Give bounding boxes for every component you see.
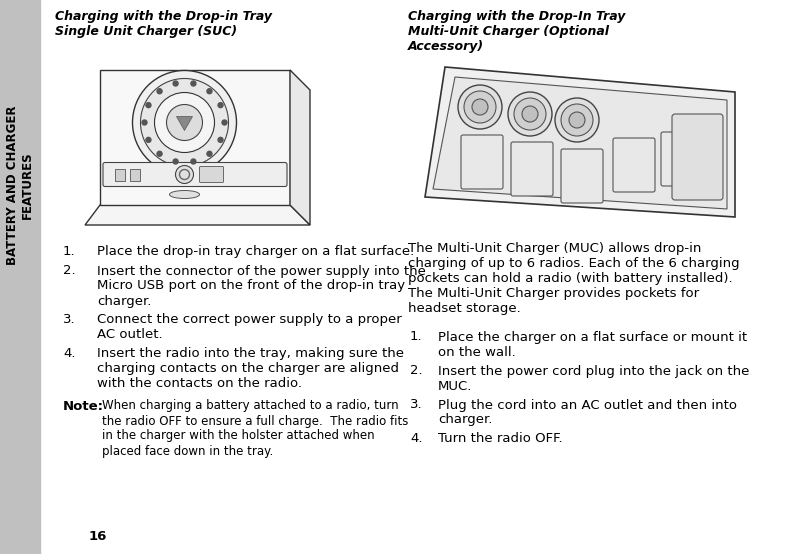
Bar [80, 45, 305, 230]
Polygon shape [100, 70, 290, 205]
Polygon shape [425, 67, 735, 217]
Text: Connect the correct power supply to a proper
AC outlet.: Connect the correct power supply to a pr… [97, 313, 402, 341]
Bar [0, 0, 40, 554]
Polygon shape [85, 205, 310, 225]
FancyBboxPatch shape [561, 149, 603, 203]
Text: 4.: 4. [410, 433, 422, 445]
Polygon shape [176, 116, 192, 131]
Circle shape [154, 93, 214, 152]
FancyBboxPatch shape [461, 135, 503, 189]
Text: 16: 16 [89, 530, 108, 543]
Circle shape [157, 89, 162, 94]
Circle shape [555, 98, 599, 142]
FancyBboxPatch shape [672, 114, 723, 200]
Text: Charging with the Drop-In Tray
Multi-Unit Charger (Optional
Accessory): Charging with the Drop-In Tray Multi-Uni… [408, 10, 626, 53]
Text: Place the drop-in tray charger on a flat surface.: Place the drop-in tray charger on a flat… [97, 245, 414, 258]
FancyBboxPatch shape [661, 132, 703, 186]
Circle shape [218, 102, 223, 107]
Circle shape [508, 92, 552, 136]
Text: 2.: 2. [410, 365, 422, 377]
Text: 1.: 1. [63, 245, 76, 258]
Text: The Multi-Unit Charger (MUC) allows drop-in
charging of up to 6 radios. Each of : The Multi-Unit Charger (MUC) allows drop… [408, 242, 740, 315]
Text: 3.: 3. [410, 398, 422, 412]
Text: 4.: 4. [63, 347, 75, 360]
Text: Insert the connector of the power supply into the
Micro USB port on the front of: Insert the connector of the power supply… [97, 264, 426, 307]
Circle shape [222, 120, 227, 125]
Bar [130, 168, 140, 181]
Text: Insert the radio into the tray, making sure the
charging contacts on the charger: Insert the radio into the tray, making s… [97, 347, 404, 390]
Text: Insert the power cord plug into the jack on the
MUC.: Insert the power cord plug into the jack… [438, 365, 749, 392]
Circle shape [458, 85, 502, 129]
Circle shape [561, 104, 593, 136]
Bar [415, 62, 745, 227]
Circle shape [514, 98, 546, 130]
Text: Plug the cord into an AC outlet and then into
charger.: Plug the cord into an AC outlet and then… [438, 398, 737, 427]
Circle shape [176, 166, 194, 183]
Circle shape [146, 102, 151, 107]
Circle shape [191, 159, 196, 164]
Text: Charging with the Drop-in Tray
Single Unit Charger (SUC): Charging with the Drop-in Tray Single Un… [55, 10, 272, 38]
Circle shape [191, 81, 196, 86]
Polygon shape [433, 77, 727, 209]
FancyBboxPatch shape [103, 162, 287, 187]
Circle shape [522, 106, 538, 122]
Circle shape [173, 159, 178, 164]
Polygon shape [290, 70, 310, 225]
Text: Note:: Note: [63, 399, 104, 413]
Text: 3.: 3. [63, 313, 76, 326]
Circle shape [173, 81, 178, 86]
Circle shape [142, 120, 147, 125]
FancyBboxPatch shape [199, 167, 224, 182]
Circle shape [472, 99, 488, 115]
Text: BATTERY AND CHARGER
FEATURES: BATTERY AND CHARGER FEATURES [6, 105, 34, 265]
Ellipse shape [169, 191, 199, 198]
Circle shape [141, 79, 229, 167]
Circle shape [166, 105, 202, 141]
Circle shape [157, 151, 162, 156]
Circle shape [207, 89, 212, 94]
Text: 1.: 1. [410, 331, 422, 343]
Circle shape [569, 112, 585, 128]
FancyBboxPatch shape [511, 142, 553, 196]
Text: Place the charger on a flat surface or mount it
on the wall.: Place the charger on a flat surface or m… [438, 331, 747, 358]
Circle shape [146, 137, 151, 142]
Circle shape [464, 91, 496, 123]
Bar [115, 168, 125, 181]
Circle shape [207, 151, 212, 156]
Circle shape [218, 137, 223, 142]
Circle shape [133, 70, 237, 175]
Text: Turn the radio OFF.: Turn the radio OFF. [438, 433, 562, 445]
Text: 2.: 2. [63, 264, 76, 278]
Text: When charging a battery attached to a radio, turn
the radio OFF to ensure a full: When charging a battery attached to a ra… [102, 399, 408, 458]
FancyBboxPatch shape [613, 138, 655, 192]
